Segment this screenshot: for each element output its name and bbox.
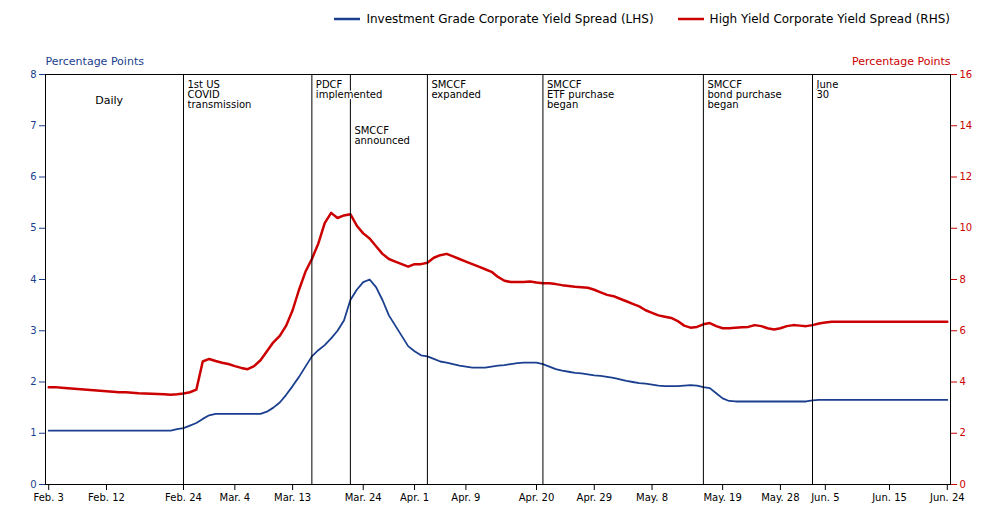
svg-text:SMCCFETF purchasebegan: SMCCFETF purchasebegan <box>547 79 614 110</box>
svg-text:6: 6 <box>30 171 36 182</box>
svg-text:PDCFimplemented: PDCFimplemented <box>316 79 382 100</box>
svg-text:3: 3 <box>30 325 36 336</box>
svg-text:Apr. 29: Apr. 29 <box>577 492 612 503</box>
svg-text:0: 0 <box>960 479 966 490</box>
svg-text:6: 6 <box>960 325 966 336</box>
svg-text:2: 2 <box>960 427 966 438</box>
svg-text:May. 28: May. 28 <box>761 492 799 503</box>
svg-text:Mar. 13: Mar. 13 <box>274 492 311 503</box>
svg-text:10: 10 <box>960 222 973 233</box>
svg-text:Jun. 5: Jun. 5 <box>810 492 839 503</box>
svg-text:Mar. 24: Mar. 24 <box>345 492 382 503</box>
svg-text:SMCCFbond purchasebegan: SMCCFbond purchasebegan <box>707 79 781 110</box>
svg-text:1: 1 <box>30 427 36 438</box>
svg-text:7: 7 <box>30 120 36 131</box>
svg-text:4: 4 <box>30 274 36 285</box>
svg-text:5: 5 <box>30 222 36 233</box>
svg-text:Jun. 24: Jun. 24 <box>929 492 965 503</box>
svg-text:Mar. 4: Mar. 4 <box>220 492 251 503</box>
html-text:Investment Grade Corporate Yie: Investment Grade Corporate Yield Spread … <box>366 12 654 26</box>
svg-text:0: 0 <box>30 479 36 490</box>
svg-text:Feb. 24: Feb. 24 <box>165 492 202 503</box>
svg-text:Apr. 9: Apr. 9 <box>451 492 480 503</box>
svg-text:2: 2 <box>30 376 36 387</box>
svg-text:1st USCOVIDtransmission: 1st USCOVIDtransmission <box>187 79 251 110</box>
svg-text:Daily: Daily <box>95 94 123 107</box>
svg-text:14: 14 <box>960 120 973 131</box>
svg-text:4: 4 <box>960 376 966 387</box>
svg-text:16: 16 <box>960 69 973 80</box>
svg-text:Feb. 3: Feb. 3 <box>33 492 63 503</box>
svg-text:12: 12 <box>960 171 973 182</box>
svg-text:May. 19: May. 19 <box>703 492 741 503</box>
svg-text:June30: June30 <box>816 79 839 100</box>
html-text:High Yield Corporate Yield Spr: High Yield Corporate Yield Spread (RHS) <box>709 12 950 26</box>
svg-text:Apr. 20: Apr. 20 <box>519 492 554 503</box>
svg-text:8: 8 <box>960 274 966 285</box>
svg-text:Percentage Points: Percentage Points <box>46 55 145 68</box>
svg-text:SMCCFexpanded: SMCCFexpanded <box>431 79 481 100</box>
svg-text:Feb. 12: Feb. 12 <box>88 492 125 503</box>
svg-text:Percentage Points: Percentage Points <box>852 55 951 68</box>
svg-text:May. 8: May. 8 <box>636 492 668 503</box>
svg-text:8: 8 <box>30 69 36 80</box>
svg-text:SMCCFannounced: SMCCFannounced <box>354 125 410 146</box>
svg-text:Apr. 1: Apr. 1 <box>400 492 429 503</box>
svg-text:Jun. 15: Jun. 15 <box>871 492 907 503</box>
